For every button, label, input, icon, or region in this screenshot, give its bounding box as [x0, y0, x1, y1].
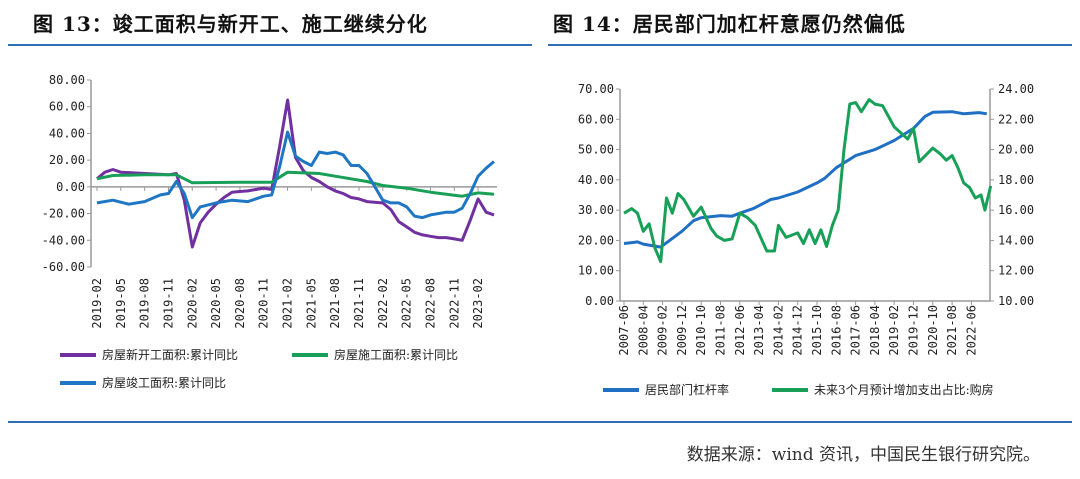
y-tick-label: -60.00	[42, 260, 85, 274]
x-tick-label: 2011-08	[714, 305, 728, 356]
x-tick-label: 2020-02	[185, 278, 199, 329]
y-tick-label: 40.00	[49, 126, 85, 140]
y2-tick-label: 24.00	[998, 82, 1034, 96]
y-tick-label: 70.00	[578, 82, 614, 96]
chart14-title: 图 14：居民部门加杠杆意愿仍然偏低	[553, 12, 906, 36]
x-tick-label: 2019-08	[138, 278, 152, 329]
legend-label: 房屋新开工面积:累计同比	[102, 347, 238, 362]
x-tick-label: 2007-06	[617, 305, 631, 356]
x-tick-label: 2013-04	[752, 305, 766, 356]
x-tick-label: 2022-06	[964, 305, 978, 356]
x-tick-label: 2022-08	[423, 278, 437, 329]
legend-label: 房屋竣工面积:累计同比	[102, 375, 226, 390]
chart13-title: 图 13：竣工面积与新开工、施工继续分化	[33, 12, 428, 36]
y-tick-label: 0.00	[56, 180, 85, 194]
y-tick-label: 20.00	[49, 153, 85, 167]
x-tick-label: 2020-08	[233, 278, 247, 329]
source-note: 数据来源：wind 资讯，中国民生银行研究院。	[686, 445, 1040, 465]
divider	[548, 44, 1072, 46]
y-tick-label: 80.00	[49, 73, 85, 87]
x-tick-label: 2021-05	[304, 278, 318, 329]
divider	[8, 421, 1072, 423]
x-tick-label: 2021-08	[328, 278, 342, 329]
x-tick-label: 2020-11	[257, 278, 271, 329]
x-tick-label: 2014-12	[791, 305, 805, 356]
x-tick-label: 2022-11	[447, 278, 461, 329]
y2-tick-label: 12.00	[998, 264, 1034, 278]
x-tick-label: 2008-04	[636, 305, 650, 356]
x-tick-label: 2009-02	[656, 305, 670, 356]
legend-label: 未来3个月预计增加支出占比:购房	[814, 382, 994, 397]
x-tick-label: 2022-05	[400, 278, 414, 329]
x-tick-label: 2009-12	[675, 305, 689, 356]
legend-label: 房屋施工面积:累计同比	[334, 347, 458, 362]
series-line-1	[623, 98, 993, 264]
y-tick-label: 0.00	[585, 294, 614, 308]
legend-label: 居民部门杠杆率	[645, 382, 729, 397]
x-tick-label: 2020-05	[209, 278, 223, 329]
x-tick-label: 2017-06	[849, 305, 863, 356]
x-tick-label: 2021-11	[352, 278, 366, 329]
x-tick-label: 2015-10	[810, 305, 824, 356]
x-tick-label: 2018-04	[868, 305, 882, 356]
x-tick-label: 2019-12	[907, 305, 921, 356]
x-tick-label: 2019-02	[90, 278, 104, 329]
y2-tick-label: 22.00	[998, 112, 1034, 126]
y-tick-label: 50.00	[578, 143, 614, 157]
x-tick-label: 2016-08	[829, 305, 843, 356]
y-tick-label: -20.00	[42, 207, 85, 221]
series-line-2	[96, 130, 495, 220]
y-tick-label: 60.00	[49, 100, 85, 114]
y2-tick-label: 10.00	[998, 294, 1034, 308]
y2-tick-label: 14.00	[998, 233, 1034, 247]
y-tick-label: 10.00	[578, 264, 614, 278]
x-tick-label: 2014-02	[771, 305, 785, 356]
y2-tick-label: 20.00	[998, 143, 1034, 157]
y-tick-label: 20.00	[578, 233, 614, 247]
x-tick-label: 2012-06	[733, 305, 747, 356]
y-tick-label: 60.00	[578, 112, 614, 126]
x-tick-label: 2010-10	[694, 305, 708, 356]
x-tick-label: 2023-02	[471, 278, 485, 329]
y2-tick-label: 16.00	[998, 203, 1034, 217]
x-tick-label: 2019-02	[887, 305, 901, 356]
x-tick-label: 2021-08	[945, 305, 959, 356]
x-tick-label: 2020-10	[926, 305, 940, 356]
y-tick-label: 30.00	[578, 203, 614, 217]
x-tick-label: 2021-02	[281, 278, 295, 329]
y-tick-label: -40.00	[42, 233, 85, 247]
series-line-1	[96, 170, 495, 198]
y2-tick-label: 18.00	[998, 173, 1034, 187]
x-tick-label: 2022-02	[376, 278, 390, 329]
divider	[8, 44, 532, 46]
y-tick-label: 40.00	[578, 173, 614, 187]
series-line-0	[623, 110, 988, 249]
x-tick-label: 2019-11	[161, 278, 175, 329]
x-tick-label: 2019-05	[114, 278, 128, 329]
